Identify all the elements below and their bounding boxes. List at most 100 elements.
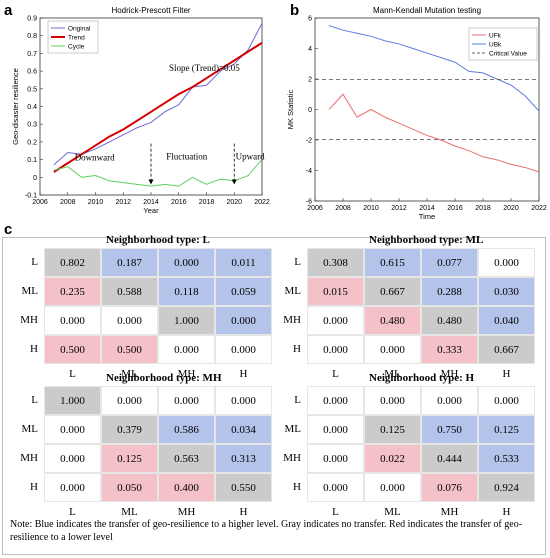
matrix-cell: 0.000 — [101, 386, 158, 415]
matrix-col-label: L — [69, 506, 76, 518]
y-tick-label: 4 — [308, 46, 312, 53]
matrix-cell: 0.000 — [215, 306, 272, 335]
matrix-cell: 0.500 — [101, 335, 158, 364]
matrix-col-label: MH — [440, 506, 459, 518]
matrix-cell: 0.000 — [307, 306, 364, 335]
matrix-cell: 1.000 — [44, 386, 101, 415]
matrix-title: Neighborhood type: L — [106, 234, 210, 246]
y-axis-label: Geo-disaster resilience — [11, 68, 20, 145]
matrix-title: Neighborhood type: H — [369, 372, 475, 384]
matrix-cell: 0.059 — [215, 277, 272, 306]
matrix-cell: 0.000 — [158, 335, 215, 364]
matrix-cell: 0.480 — [364, 306, 421, 335]
x-tick-label: 2020 — [503, 205, 519, 212]
matrix-col-label: ML — [121, 368, 138, 380]
x-tick-label: 2022 — [531, 205, 547, 212]
downward-label: Downward — [75, 152, 115, 162]
matrix-row-label: ML — [284, 423, 302, 435]
matrix-cell: 0.588 — [101, 277, 158, 306]
matrix-col-label: MH — [177, 506, 196, 518]
matrix-cell: 0.011 — [215, 248, 272, 277]
x-tick-label: 2008 — [60, 199, 76, 206]
legend-label: Trend — [68, 35, 85, 42]
matrix-cell: 0.000 — [44, 444, 101, 473]
x-tick-label: 2008 — [335, 205, 351, 212]
matrix-cell: 0.667 — [364, 277, 421, 306]
matrix-col-label: H — [502, 368, 511, 380]
matrix-cell: 0.750 — [421, 415, 478, 444]
panel-label-b: b — [290, 2, 300, 19]
matrix-cell: 0.000 — [158, 386, 215, 415]
legend-label: UBk — [489, 42, 502, 49]
transition-matrices-panel — [2, 237, 546, 555]
y-tick-label: 0.7 — [27, 51, 37, 58]
matrix-cell: 0.000 — [478, 248, 535, 277]
matrix-col-label: ML — [121, 506, 138, 518]
y-tick-label: 0.8 — [27, 33, 37, 40]
x-tick-label: 2012 — [115, 199, 131, 206]
matrix-row-label: ML — [21, 423, 39, 435]
slope-annotation: Slope (Trend)=0.05 — [169, 63, 240, 73]
y-tick-label: 0.1 — [27, 157, 37, 164]
chart-title: Hodrick-Prescott Filter — [111, 6, 190, 15]
breakpoint-arrow-head — [231, 179, 237, 185]
matrix-cell: 0.379 — [101, 415, 158, 444]
matrix-cell: 0.000 — [158, 248, 215, 277]
y-tick-label: 0 — [33, 175, 37, 182]
x-axis-label: Time — [419, 212, 435, 221]
x-tick-label: 2018 — [475, 205, 491, 212]
matrix-title: Neighborhood type: ML — [369, 234, 484, 246]
x-tick-label: 2010 — [363, 205, 379, 212]
matrix-row-label: MH — [283, 314, 301, 326]
matrix-cell: 0.667 — [478, 335, 535, 364]
matrix-col-label: MH — [440, 368, 459, 380]
series-line-ufk — [328, 93, 540, 173]
matrix-cell: 0.000 — [101, 306, 158, 335]
x-tick-label: 2006 — [32, 199, 48, 206]
y-tick-label: -2 — [306, 138, 312, 145]
matrix-row-label: H — [293, 343, 301, 355]
matrix-row-label: H — [30, 343, 38, 355]
matrix-col-label: H — [502, 506, 511, 518]
matrix-cell: 0.076 — [421, 473, 478, 502]
matrix-row-label: L — [294, 394, 301, 406]
matrix-cell: 0.015 — [307, 277, 364, 306]
matrix-col-label: L — [332, 368, 339, 380]
matrix-cell: 0.313 — [215, 444, 272, 473]
matrix-row-label: MH — [20, 452, 38, 464]
matrix-row-label: ML — [284, 285, 302, 297]
x-tick-label: 2006 — [307, 205, 323, 212]
fluctuation-label: Fluctuation — [166, 152, 207, 162]
matrix-cell: 0.000 — [307, 335, 364, 364]
matrix-row-label: H — [30, 481, 38, 493]
matrix-cell: 0.333 — [421, 335, 478, 364]
matrix-cell: 0.125 — [101, 444, 158, 473]
y-tick-label: 0.2 — [27, 139, 37, 146]
matrix-cell: 0.000 — [307, 444, 364, 473]
matrix-cell: 0.000 — [215, 386, 272, 415]
chart-title: Mann-Kendall Mutation testing — [373, 6, 481, 15]
matrix-cell: 0.615 — [364, 248, 421, 277]
series-line-cycle — [53, 159, 263, 187]
y-tick-label: 0.6 — [27, 69, 37, 76]
legend-label: Original — [68, 26, 91, 33]
matrix-title: Neighborhood type: MH — [106, 372, 222, 384]
matrix-cell: 0.550 — [215, 473, 272, 502]
matrix-cell: 0.000 — [307, 415, 364, 444]
matrix-cell: 0.000 — [44, 306, 101, 335]
matrix-row-label: L — [31, 256, 38, 268]
x-tick-label: 2022 — [254, 199, 270, 206]
matrix-col-label: H — [239, 368, 248, 380]
y-tick-label: -0.1 — [25, 193, 37, 200]
matrix-cell: 0.050 — [101, 473, 158, 502]
matrix-cell: 0.533 — [478, 444, 535, 473]
y-axis-label: MK Statistic — [286, 89, 295, 129]
matrix-cell: 0.040 — [478, 306, 535, 335]
matrix-cell: 0.400 — [158, 473, 215, 502]
legend-label: Critical Value — [489, 51, 527, 58]
series-line-trend — [53, 41, 263, 173]
matrix-col-label: ML — [384, 368, 401, 380]
matrix-cell: 0.235 — [44, 277, 101, 306]
y-tick-label: 0.9 — [27, 16, 37, 23]
matrix-cell: 0.563 — [158, 444, 215, 473]
